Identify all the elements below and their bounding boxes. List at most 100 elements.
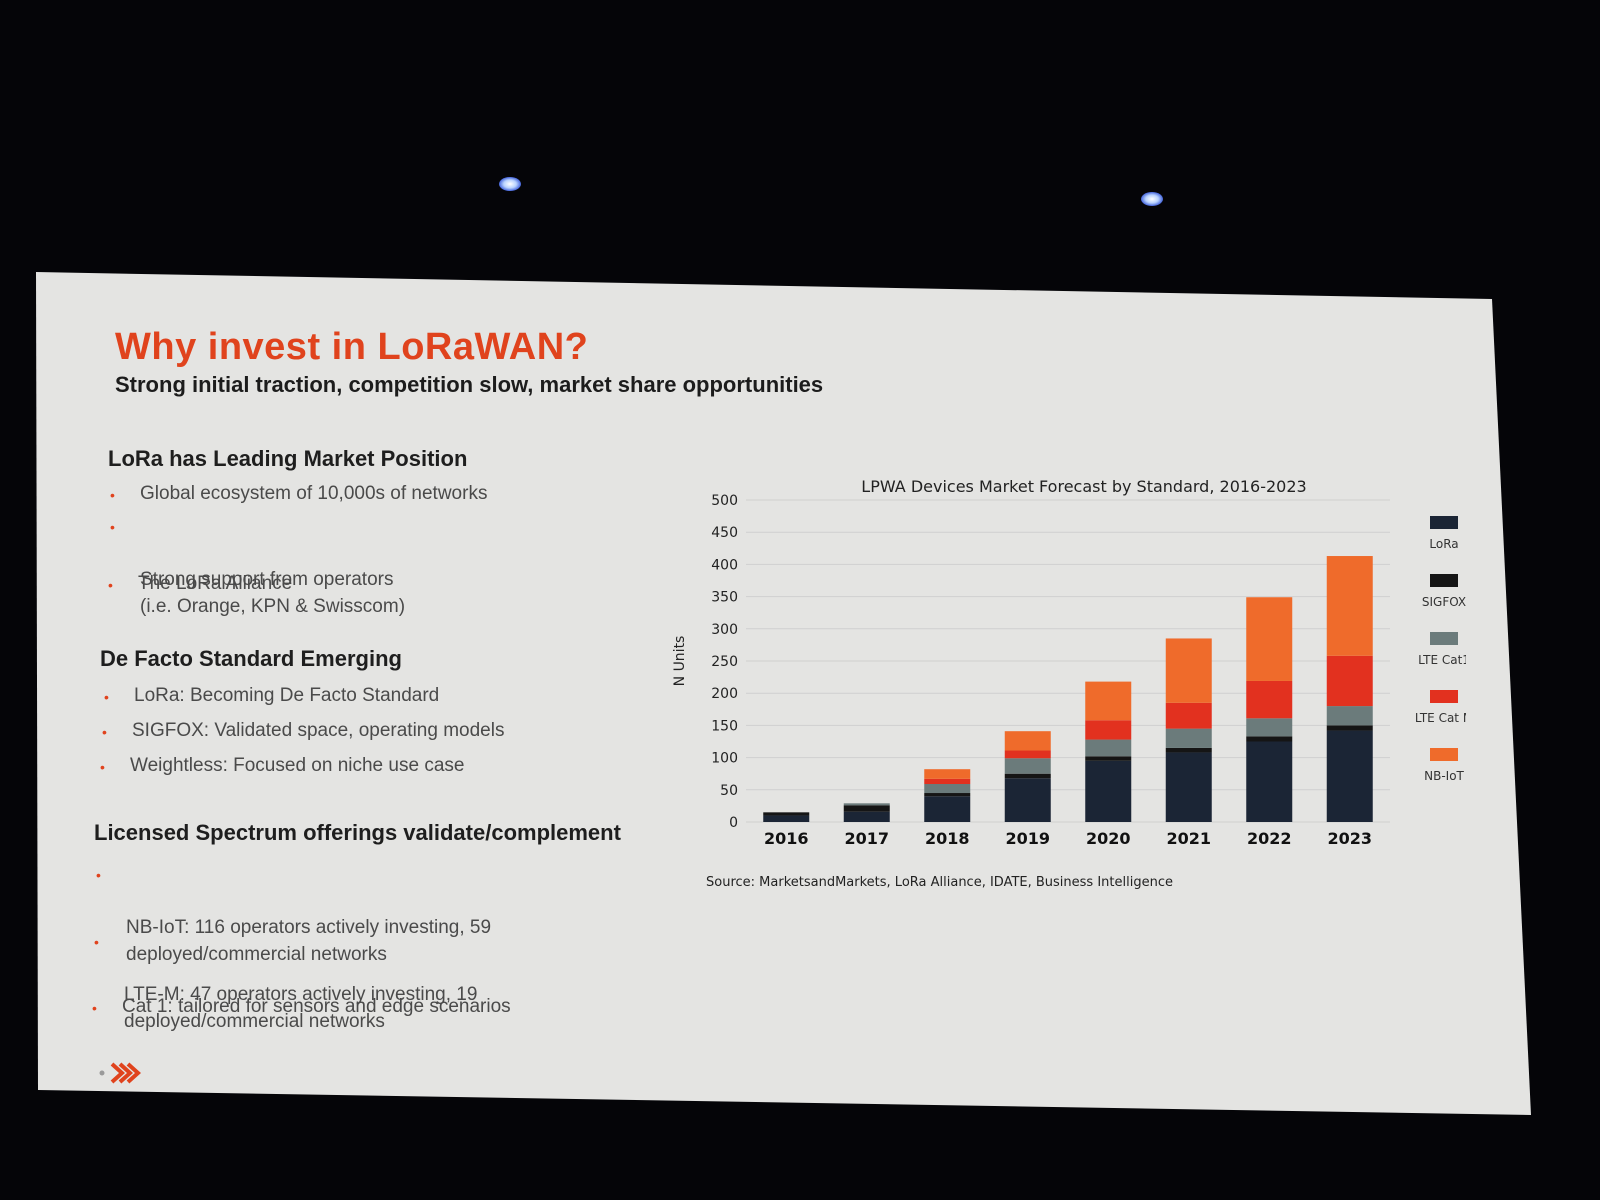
bullet-dot-icon: • xyxy=(94,934,99,950)
bullet-item: • LoRa: Becoming De Facto Standard xyxy=(104,682,440,709)
bullet-dot-icon: • xyxy=(92,1000,97,1016)
legend-label: LTE Cat1 xyxy=(1418,653,1466,667)
legend-label: LoRa xyxy=(1429,537,1458,551)
bullet-dot-icon: • xyxy=(96,867,101,883)
y-tick-label: 0 xyxy=(729,815,738,831)
bar-segment-lte-cat1 xyxy=(1085,739,1132,757)
bullet-item: • The LoRa Alliance xyxy=(108,570,293,597)
bar-segment-lora xyxy=(924,796,971,822)
bullet-text: Strong support from operators (i.e. Oran… xyxy=(140,569,406,617)
bullet-item: • LTE-M: 47 operators actively investing… xyxy=(94,927,478,1035)
bullet-item: • NB-IoT: 116 operators actively investi… xyxy=(96,860,492,968)
bar-segment-sigfox xyxy=(1246,736,1293,742)
legend-swatch xyxy=(1430,574,1458,587)
bar-segment-lte-cat-m xyxy=(1004,750,1051,759)
bullet-dot-icon: • xyxy=(110,519,115,535)
bullet-text: The LoRa Alliance xyxy=(138,573,293,594)
bar-segment-sigfox xyxy=(924,793,971,797)
bar-segment-lte-cat1 xyxy=(1004,758,1051,774)
section-heading: De Facto Standard Emerging xyxy=(100,646,402,671)
bullet-dot-icon: • xyxy=(102,724,107,740)
bar-segment-lte-cat-m xyxy=(1165,702,1212,729)
bullet-dot-icon: • xyxy=(104,689,109,705)
bullet-item: • SIGFOX: Validated space, operating mod… xyxy=(102,717,505,744)
bullet-text: LoRa: Becoming De Facto Standard xyxy=(134,685,440,706)
bullet-text: SIGFOX: Validated space, operating model… xyxy=(132,720,505,741)
section-heading: Licensed Spectrum offerings validate/com… xyxy=(94,820,621,845)
bar-segment-lte-cat1 xyxy=(1165,728,1212,748)
bar-segment-lte-cat-m xyxy=(1246,680,1293,719)
x-tick-label: 2021 xyxy=(1166,829,1211,848)
y-tick-label: 300 xyxy=(711,622,738,638)
legend-swatch xyxy=(1430,690,1458,703)
x-tick-label: 2017 xyxy=(844,829,889,848)
bar-segment-sigfox xyxy=(1085,756,1132,761)
bullet-item: • Weightless: Focused on niche use case xyxy=(100,752,465,779)
ceiling-light xyxy=(499,177,521,191)
x-tick-label: 2020 xyxy=(1086,829,1131,848)
legend-label: NB-IoT xyxy=(1424,769,1464,783)
bullet-dot-icon: • xyxy=(108,577,113,593)
slide-subtitle: Strong initial traction, competition slo… xyxy=(115,372,824,397)
bullet-item: • Global ecosystem of 10,000s of network… xyxy=(110,480,488,507)
bar-segment-sigfox xyxy=(1326,725,1373,731)
bullet-text: NB-IoT: 116 operators actively investing… xyxy=(126,917,492,965)
bullet-dot-icon: • xyxy=(110,487,115,503)
bar-segment-lora xyxy=(843,811,890,822)
bullet-item: • Cat 1: tailored for sensors and edge s… xyxy=(92,993,511,1020)
bar-segment-sigfox xyxy=(1165,747,1212,753)
y-tick-label: 450 xyxy=(711,525,738,541)
bar-segment-sigfox xyxy=(843,805,890,812)
bar-segment-lte-cat-m xyxy=(924,778,971,785)
slide-title: Why invest in LoRaWAN? xyxy=(115,326,589,368)
x-tick-label: 2016 xyxy=(764,829,809,848)
bar-segment-nb-iot xyxy=(1085,681,1132,721)
company-logo-icon xyxy=(99,1062,141,1084)
bar-segment-nb-iot xyxy=(1165,638,1212,703)
y-tick-label: 100 xyxy=(711,751,738,767)
bar-segment-nb-iot xyxy=(1004,731,1051,751)
chart-gridlines xyxy=(746,499,1390,823)
market-forecast-chart: LPWA Devices Market Forecast by Standard… xyxy=(672,477,1466,890)
bar-segment-sigfox xyxy=(1004,773,1051,779)
y-tick-label: 400 xyxy=(711,557,738,573)
bar-segment-sigfox xyxy=(763,812,810,816)
bar-segment-lora xyxy=(1326,730,1373,822)
bar-segment-lte-cat-m xyxy=(1085,720,1132,740)
bullet-dot-icon: • xyxy=(100,759,105,775)
chart-title: LPWA Devices Market Forecast by Standard… xyxy=(861,477,1306,496)
x-tick-label: 2018 xyxy=(925,829,970,848)
chart-legend: LoRa SIGFOX LTE Cat1 LTE Cat M NB-IoT xyxy=(1415,516,1466,783)
legend-label: SIGFOX xyxy=(1422,595,1466,609)
bullet-text: Global ecosystem of 10,000s of networks xyxy=(140,483,488,504)
bullet-text: Weightless: Focused on niche use case xyxy=(130,755,465,776)
chart-bars xyxy=(763,556,1373,822)
x-tick-label: 2022 xyxy=(1247,829,1292,848)
y-tick-label: 50 xyxy=(720,783,738,799)
legend-label: LTE Cat M xyxy=(1415,711,1466,725)
y-tick-label: 150 xyxy=(711,718,738,734)
section-heading: LoRa has Leading Market Position xyxy=(108,446,468,471)
bullet-text: LTE-M: 47 operators actively investing, … xyxy=(124,984,478,1032)
x-tick-label: 2023 xyxy=(1327,829,1372,848)
bar-segment-lte-cat1 xyxy=(843,803,890,806)
y-tick-label: 500 xyxy=(711,493,738,509)
x-tick-label: 2019 xyxy=(1005,829,1050,848)
legend-swatch xyxy=(1430,632,1458,645)
bar-segment-lte-cat1 xyxy=(1326,706,1373,726)
bar-segment-nb-iot xyxy=(1246,597,1293,681)
bar-segment-lora xyxy=(1004,778,1051,822)
bar-segment-nb-iot xyxy=(1326,556,1373,656)
presentation-slide: Why invest in LoRaWAN? Strong initial tr… xyxy=(36,272,1531,1115)
y-tick-label: 350 xyxy=(711,590,738,606)
bar-segment-nb-iot xyxy=(924,769,971,779)
bar-segment-lte-cat-m xyxy=(1326,655,1373,707)
chart-source: Source: MarketsandMarkets, LoRa Alliance… xyxy=(706,875,1173,890)
legend-swatch xyxy=(1430,748,1458,761)
bar-segment-lora xyxy=(1165,752,1212,822)
bar-segment-lora xyxy=(1085,760,1132,822)
bullet-item: • Strong support from operators (i.e. Or… xyxy=(110,512,406,620)
y-tick-label: 200 xyxy=(711,686,738,702)
chart-axis-ticks: 0 50 100 150 200 250 300 350 400 450 500 2016 2017 20… xyxy=(711,493,1372,848)
bar-segment-lte-cat1 xyxy=(1246,718,1293,737)
